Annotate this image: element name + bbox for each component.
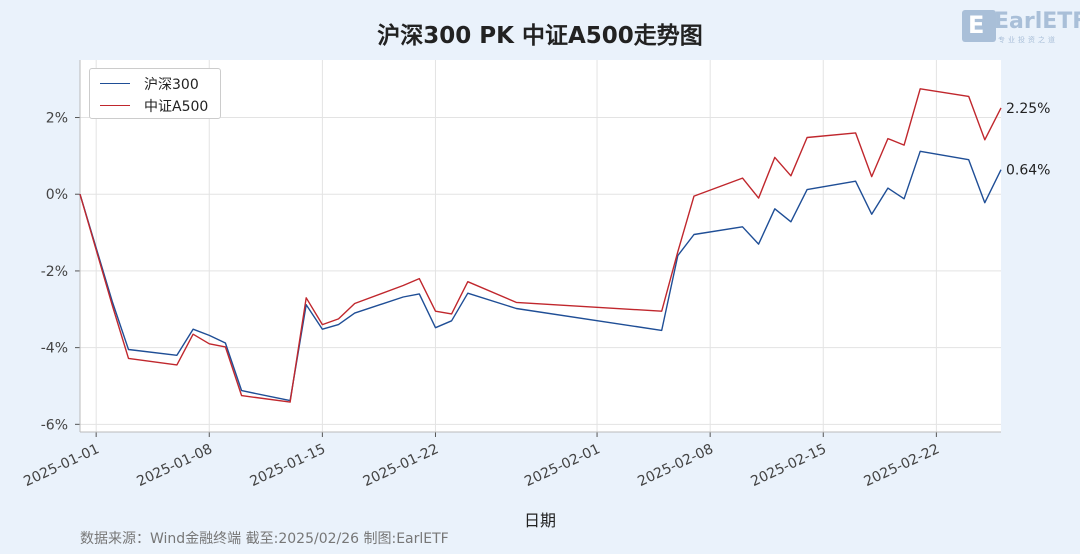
x-tick-label: 2025-02-22 <box>862 441 943 490</box>
y-tick-label: 0% <box>46 187 68 203</box>
logo-mark: E <box>968 11 985 39</box>
grid-layer <box>80 60 1001 432</box>
legend-swatch-a500 <box>100 105 130 106</box>
logo-text: EarlETF <box>994 9 1080 34</box>
x-tick-label: 2025-01-01 <box>21 441 102 490</box>
x-axis-label: 日期 <box>523 511 556 530</box>
x-tick-label: 2025-02-08 <box>635 441 716 490</box>
series-line-hs300 <box>79 150 1002 402</box>
chart-legend: 沪深300 中证A500 <box>89 68 221 119</box>
x-tick-label: 2025-02-01 <box>522 441 603 490</box>
series-layer <box>79 88 1002 403</box>
logo-box <box>962 10 996 42</box>
legend-label-a500: 中证A500 <box>144 99 209 115</box>
y-tick-label: 2% <box>46 111 68 127</box>
chart-title: 沪深300 PK 中证A500走势图 <box>377 23 703 49</box>
x-tick-label: 2025-02-15 <box>748 441 829 490</box>
source-footer: 数据来源：Wind金融终端 截至:2025/02/26 制图:EarlETF <box>80 531 449 547</box>
earletf-logo: E EarlETF 专业投资之道 <box>962 8 1080 44</box>
end-value-label-hs300: 0.64% <box>1006 163 1050 179</box>
x-tick-label: 2025-01-08 <box>134 441 215 490</box>
x-tick-label: 2025-01-15 <box>248 441 329 490</box>
logo-subtitle: 专业投资之道 <box>998 36 1058 44</box>
y-tick-label: -6% <box>41 417 68 433</box>
legend-swatch-hs300 <box>100 83 130 84</box>
x-tick-label: 2025-01-22 <box>361 441 442 490</box>
series-line-a500 <box>79 88 1002 403</box>
legend-label-hs300: 沪深300 <box>144 77 199 93</box>
y-tick-label: -4% <box>41 341 68 357</box>
end-value-label-a500: 2.25% <box>1006 101 1050 117</box>
y-tick-label: -2% <box>41 264 68 280</box>
end-label-layer: 0.64% 2.25% <box>1006 101 1050 179</box>
